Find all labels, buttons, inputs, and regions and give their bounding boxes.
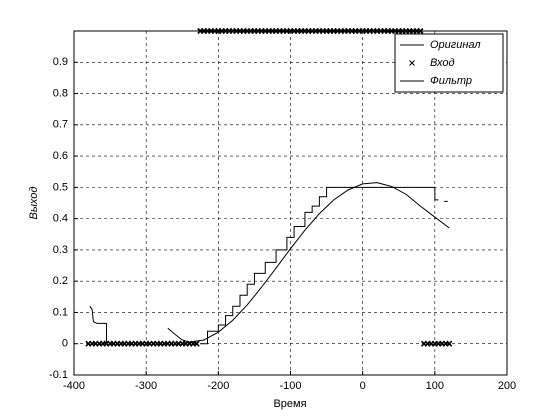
legend-label: Вход bbox=[430, 57, 455, 69]
y-tick-label: 0.6 bbox=[53, 150, 68, 162]
x-tick-label: -300 bbox=[135, 380, 157, 392]
input-marker bbox=[193, 340, 200, 347]
x-tick-label: 200 bbox=[498, 380, 516, 392]
series-line bbox=[167, 182, 450, 343]
legend-label: Оригинал bbox=[430, 39, 481, 51]
y-tick-label: 0.9 bbox=[53, 56, 68, 68]
x-tick-label: -100 bbox=[279, 380, 301, 392]
x-tick-label: -400 bbox=[63, 380, 85, 392]
axes-box bbox=[73, 30, 508, 376]
y-tick-label: 0.5 bbox=[53, 181, 68, 193]
x-axis-label: Время bbox=[273, 398, 306, 410]
x-tick-label: -200 bbox=[207, 380, 229, 392]
legend-marker bbox=[409, 60, 415, 66]
y-axis-label: Выход bbox=[28, 186, 40, 219]
y-tick-label: 0.3 bbox=[53, 244, 68, 256]
y-tick-label: 0.4 bbox=[53, 213, 68, 225]
legend: Оригинал Вход Фильтр bbox=[394, 33, 504, 93]
legend-box bbox=[394, 33, 504, 93]
y-tick-label: 0.7 bbox=[53, 119, 68, 131]
y-tick-label: 0.8 bbox=[53, 87, 68, 99]
y-tick-label: -0.1 bbox=[49, 369, 68, 381]
x-tick-label: 0 bbox=[360, 380, 366, 392]
series-line bbox=[89, 186, 448, 345]
y-tick-label: 0.2 bbox=[53, 275, 68, 287]
input-marker bbox=[446, 340, 453, 347]
legend-label: Фильтр bbox=[430, 75, 472, 87]
y-tick-label: 0.1 bbox=[53, 306, 68, 318]
y-tick-label: 0 bbox=[62, 338, 68, 350]
x-tick-label: 100 bbox=[426, 380, 444, 392]
